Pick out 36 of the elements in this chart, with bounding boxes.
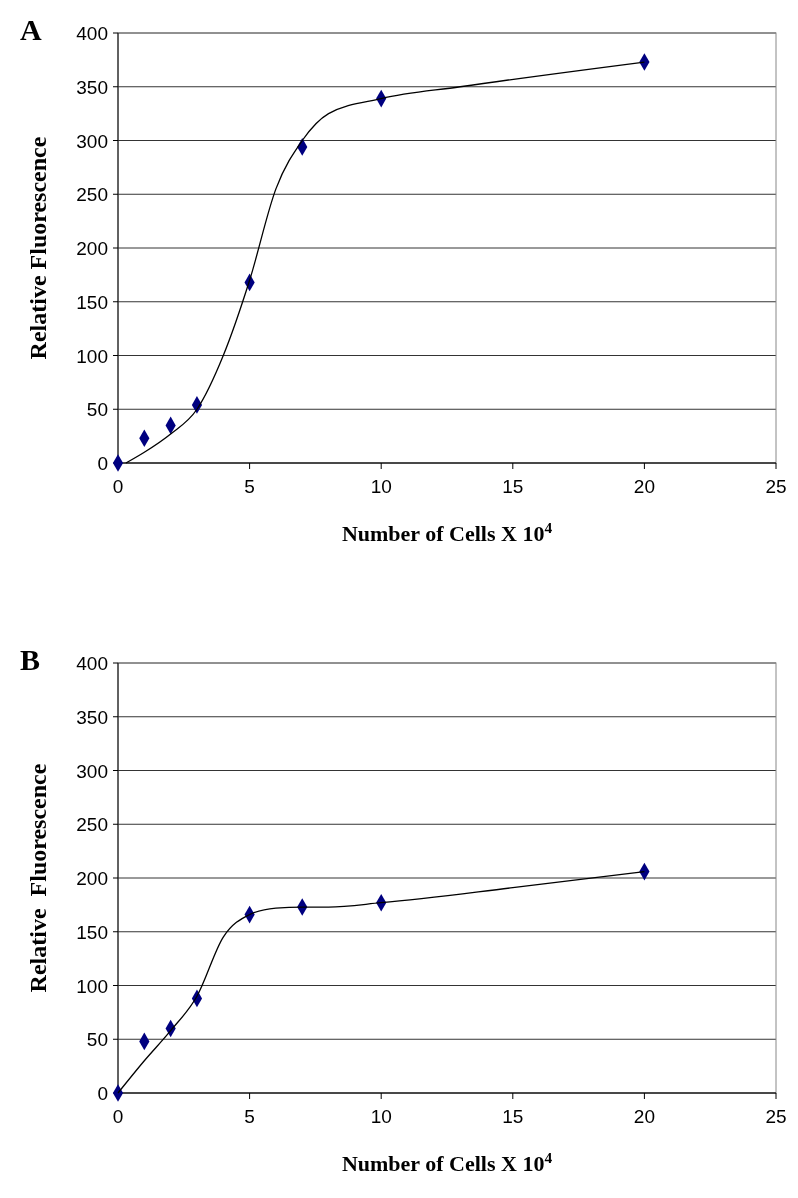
y-tick-label: 100 [76, 345, 108, 367]
y-tick-label: 300 [76, 760, 108, 782]
x-axis-title: Number of Cells X 10$^{4}$ [341, 1148, 553, 1176]
y-tick-label: 150 [76, 291, 108, 313]
y-tick-label: 100 [76, 975, 108, 997]
x-tick-label: 5 [244, 1106, 255, 1127]
x-tick-label: 10 [370, 1106, 392, 1127]
y-axis-title: Relative Fluorescence [25, 136, 51, 360]
x-tick-label: 0 [112, 1106, 124, 1127]
x-axis-title: Number of Cells X 10$^{4}$ [341, 518, 553, 546]
x-tick-label: 10 [370, 476, 392, 497]
y-axis-title: Relative Fluorescence [25, 763, 51, 993]
y-tick-label: 350 [76, 706, 108, 728]
x-tick-label: 0 [112, 476, 124, 497]
y-tick-label: 350 [76, 76, 108, 98]
x-tick-label: 20 [633, 476, 655, 497]
y-tick-label: 0 [97, 453, 108, 474]
x-tick-label: 15 [502, 476, 524, 497]
x-tick-label: 20 [633, 1106, 655, 1127]
x-tick-label: 25 [765, 476, 787, 497]
y-tick-label: 50 [86, 1029, 108, 1051]
y-tick-label: 150 [76, 921, 108, 943]
y-tick-label: 250 [76, 814, 108, 836]
y-tick-label: 400 [76, 653, 108, 674]
x-tick-label: 25 [765, 1106, 787, 1127]
y-tick-label: 400 [76, 23, 108, 44]
y-tick-label: 0 [97, 1083, 108, 1104]
x-tick-label: 15 [502, 1106, 524, 1127]
chart-title: A [20, 13, 42, 46]
y-tick-label: 250 [76, 184, 108, 206]
chart-title: B [20, 643, 41, 676]
y-tick-label: 300 [76, 130, 108, 152]
y-tick-label: 200 [76, 238, 108, 259]
y-tick-label: 200 [76, 868, 108, 889]
y-tick-label: 50 [86, 399, 108, 421]
x-tick-label: 5 [244, 476, 255, 497]
